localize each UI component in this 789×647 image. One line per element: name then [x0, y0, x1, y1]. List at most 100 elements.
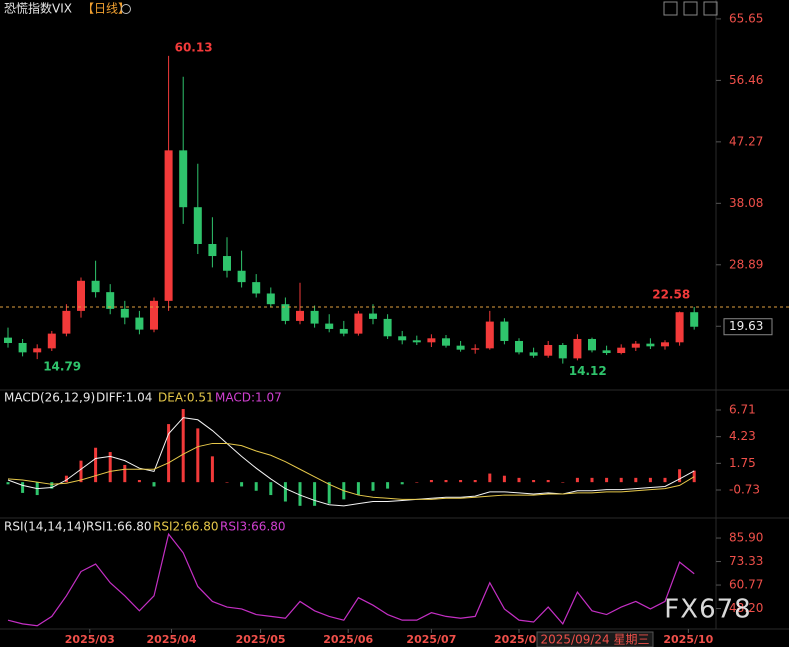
- macd-bar: [64, 475, 68, 483]
- macd-bar: [327, 482, 331, 504]
- low-annotation: 14.79: [43, 360, 81, 374]
- candle-body: [325, 323, 334, 329]
- y-tick-label: 60.77: [729, 578, 763, 592]
- tool-button[interactable]: [703, 1, 718, 16]
- macd-bar: [429, 480, 433, 483]
- macd-bar: [692, 470, 696, 483]
- legend-entry: MACD(26,12,9): [4, 391, 95, 405]
- macd-bar: [181, 409, 185, 483]
- macd-bar: [283, 482, 287, 502]
- last-price-box: [723, 318, 773, 336]
- candle-body: [617, 347, 626, 354]
- y-tick-label: 85.90: [729, 531, 763, 545]
- macd-bar: [473, 480, 477, 483]
- macd-bar: [415, 482, 419, 483]
- macd-bar: [6, 482, 10, 485]
- candle-body: [296, 310, 304, 321]
- tool-button[interactable]: [683, 1, 698, 16]
- macd-bar: [575, 477, 579, 483]
- y-tick-label: 4.23: [729, 429, 756, 443]
- candle-body: [281, 304, 290, 321]
- candle-body: [471, 348, 480, 350]
- y-tick-label: 48.20: [729, 601, 763, 615]
- macd-bar: [590, 477, 594, 483]
- macd-bar: [225, 482, 229, 483]
- x-tick-label: 2025/05: [236, 633, 286, 646]
- candle-body: [310, 310, 319, 324]
- candle-body: [602, 350, 611, 354]
- rsi-line: [7, 532, 695, 627]
- watermark: FX678: [664, 595, 751, 625]
- tool-button[interactable]: [663, 1, 678, 16]
- candle-body: [4, 337, 12, 343]
- macd-bar: [400, 482, 404, 485]
- y-tick-label: 65.65: [729, 11, 763, 25]
- candle-body: [631, 343, 640, 348]
- candle-body: [150, 300, 158, 330]
- y-tick-label: 6.71: [729, 403, 756, 417]
- macd-bar: [254, 482, 258, 491]
- candle-body: [47, 333, 56, 349]
- macd-bar: [546, 480, 550, 483]
- candle-body: [675, 312, 684, 343]
- y-tick-label: 73.33: [729, 554, 763, 568]
- macd-bar: [678, 469, 682, 483]
- y-tick-label: -0.73: [729, 483, 760, 497]
- candle-body: [573, 338, 582, 359]
- candle-body: [62, 310, 71, 334]
- macd-bar: [196, 428, 200, 483]
- macd-bar: [517, 477, 521, 483]
- candle-body: [120, 308, 129, 318]
- candle-body: [456, 345, 465, 350]
- macd-bar: [605, 477, 609, 483]
- candle-body: [252, 282, 261, 294]
- candle-body: [193, 207, 202, 244]
- macd-bar: [269, 482, 273, 496]
- macd-bar: [619, 477, 623, 483]
- cursor-label: 2025/09/24 星期三: [541, 633, 650, 647]
- candle-body: [485, 321, 494, 349]
- candle-body: [354, 313, 363, 334]
- macd-bar: [313, 482, 317, 506]
- candle-body: [646, 343, 655, 347]
- macd-bar: [459, 480, 463, 483]
- macd-bar: [210, 456, 214, 483]
- macd-bar: [21, 482, 25, 493]
- candle-body: [135, 317, 144, 330]
- legend-entry: DIFF:1.04: [96, 391, 152, 405]
- macd-bar: [502, 475, 506, 483]
- macd-bar: [561, 482, 565, 483]
- legend-entry: RSI1:66.80: [86, 520, 152, 534]
- candle-body: [106, 292, 115, 309]
- candle-body: [500, 321, 509, 341]
- period-label: 【日线】: [82, 2, 130, 16]
- candle-body: [515, 340, 523, 353]
- macd-bar: [137, 480, 141, 483]
- legend-entry: RSI2:66.80: [153, 520, 219, 534]
- macd-bar: [356, 482, 360, 496]
- macd-bar: [648, 477, 652, 483]
- candle-body: [412, 340, 421, 343]
- y-tick-label: 1.75: [729, 456, 756, 470]
- candle-body: [339, 328, 348, 334]
- cursor-box: [536, 631, 654, 647]
- add-icon[interactable]: [121, 4, 131, 14]
- macd-bar: [167, 424, 171, 483]
- macd-bar: [94, 447, 98, 483]
- macd-bar: [634, 477, 638, 483]
- x-tick-label: 2025/07: [406, 633, 456, 646]
- candle-body: [529, 352, 538, 356]
- x-tick-label: 2025/03: [65, 633, 115, 646]
- candle-body: [18, 342, 27, 353]
- x-tick-label: 2025/06: [323, 633, 373, 646]
- low-annotation: 14.12: [569, 364, 607, 378]
- candle-body: [690, 312, 699, 327]
- x-tick-label: 2025/10: [663, 633, 713, 646]
- candle-body: [398, 336, 407, 341]
- candle-body: [237, 270, 246, 283]
- macd-bar: [663, 477, 667, 483]
- candle-body: [164, 150, 173, 301]
- chart-title: 恐慌指数VIX: [4, 1, 72, 16]
- legend-entry: DEA:0.51: [158, 391, 214, 405]
